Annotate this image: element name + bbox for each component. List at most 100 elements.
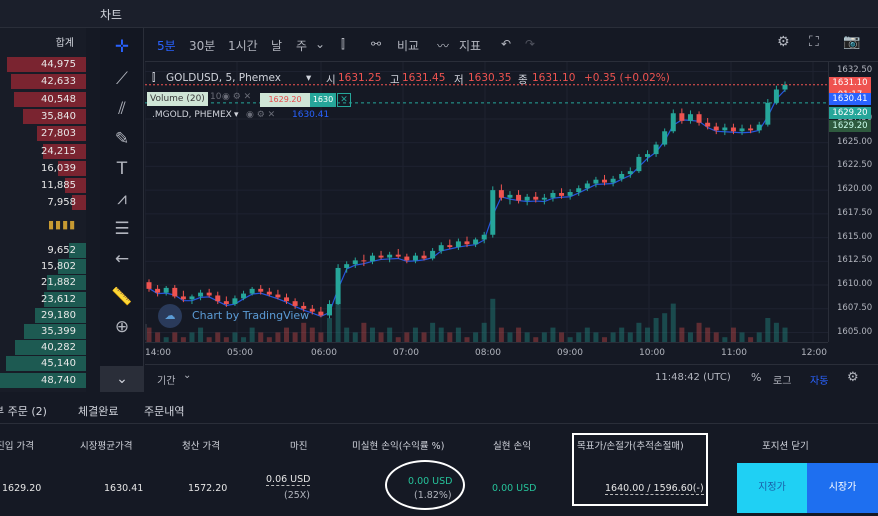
volume-bar	[447, 332, 453, 342]
interval-week[interactable]: 주	[296, 39, 308, 53]
ask-total: 7,958	[47, 197, 76, 209]
fib-tool-icon[interactable]: ⫽	[118, 99, 126, 119]
price-chart[interactable]	[145, 62, 828, 342]
orderbook-ask-row[interactable]: 35,840	[0, 108, 86, 125]
text-tool-icon[interactable]: T	[116, 159, 128, 179]
chevron-down-icon[interactable]: ⌄	[100, 366, 144, 392]
chevron-down-icon[interactable]: ⌄	[183, 370, 192, 381]
candle-type-icon[interactable]: ⫿	[341, 37, 345, 51]
crosshair-icon[interactable]: ✛	[114, 37, 130, 57]
orderbook-ask-row[interactable]: 11,885	[0, 177, 86, 194]
tab-order-history[interactable]: 주문내역	[144, 405, 185, 418]
volume-bar	[498, 327, 504, 342]
gear-icon[interactable]: ⚙	[777, 34, 790, 50]
interval-5m[interactable]: 5분	[157, 39, 176, 53]
ask-depth-bar	[71, 195, 86, 211]
compare-icon[interactable]: ⚯	[371, 37, 382, 51]
orderbook-ask-row[interactable]: 7,958	[0, 194, 86, 211]
trend-line-icon[interactable]: ⟋	[116, 69, 128, 89]
ask-total: 24,215	[41, 145, 76, 157]
orderbook-bid-row[interactable]: 35,399	[0, 323, 86, 340]
interval-30m[interactable]: 30분	[189, 39, 216, 53]
fullscreen-icon[interactable]: ⛶	[809, 34, 819, 50]
tab-filled[interactable]: 체결완료	[78, 405, 119, 418]
orderbook-bid-row[interactable]: 45,140	[0, 355, 86, 372]
gear-icon[interactable]: ⚙	[847, 370, 859, 385]
time-tick: 06:00	[311, 348, 337, 358]
orderbook-bid-row[interactable]: 40,282	[0, 339, 86, 356]
orderbook-ask-row[interactable]: 27,803	[0, 125, 86, 142]
orderbook-ask-row[interactable]: 24,215	[0, 143, 86, 160]
orderbook-bid-row[interactable]: 9,652	[0, 242, 86, 259]
interval-day[interactable]: 날	[271, 39, 283, 53]
indicators-icon[interactable]: 〰	[437, 39, 450, 53]
candle	[541, 197, 547, 200]
candle	[507, 194, 513, 198]
redo-icon[interactable]: ↷	[525, 37, 536, 51]
volume-bar	[524, 332, 530, 342]
utc-clock[interactable]: 11:48:42 (UTC)	[655, 372, 731, 383]
orderbook-ask-row[interactable]: 16,039	[0, 160, 86, 177]
zoom-in-icon[interactable]: ⊕	[114, 317, 130, 337]
panel-title: 차트	[100, 8, 123, 22]
candle	[198, 292, 204, 297]
interval-1h[interactable]: 1시간	[228, 39, 258, 53]
sell-order-label[interactable]: 1629.20	[260, 93, 310, 107]
compare-actions-icon[interactable]: ◉ ⚙ ✕	[246, 110, 276, 120]
undo-icon[interactable]: ↶	[501, 37, 512, 51]
log-toggle[interactable]: 로그	[773, 376, 792, 387]
chevron-down-icon[interactable]: ⌄	[315, 37, 326, 51]
legend-volume[interactable]: Volume (20)	[147, 92, 208, 106]
ask-depth-bar	[22, 108, 86, 124]
volume-bar	[438, 327, 444, 342]
ruler-icon[interactable]: 📏	[111, 287, 133, 307]
legend-actions-icon[interactable]: ◉ ⚙ ✕	[222, 92, 252, 102]
close-icon[interactable]: ✕	[337, 93, 351, 107]
tp-sl-value[interactable]: 1640.00 / 1596.60(-)	[605, 483, 704, 495]
orderbook-bid-row[interactable]: 29,180	[0, 307, 86, 324]
auto-toggle[interactable]: 자동	[810, 376, 829, 387]
candle	[773, 89, 779, 103]
prediction-tool-icon[interactable]: ☰	[114, 219, 130, 239]
compare-button[interactable]: 비교	[397, 39, 420, 53]
brush-icon[interactable]: ✎	[114, 129, 130, 149]
price-tick: 1617.50	[837, 207, 873, 218]
orderbook-ask-row[interactable]: 42,633	[0, 73, 86, 90]
orderbook-bid-row[interactable]: 21,882	[0, 274, 86, 291]
volume-bar	[507, 332, 513, 342]
volume-bar	[610, 332, 616, 342]
margin-value[interactable]: 0.06 USD	[266, 474, 311, 486]
candle	[687, 114, 693, 121]
time-scale[interactable]: 14:00 05:00 06:00 07:00 08:00 09:00 10:00 11:00…	[145, 342, 828, 364]
indicators-button[interactable]: 지표	[459, 39, 482, 53]
candle	[163, 287, 169, 293]
buy-order-label[interactable]: 1630	[310, 93, 336, 107]
volume-bar	[653, 318, 659, 342]
volume-bar	[155, 332, 161, 342]
orderbook-ask-row[interactable]: 40,548	[0, 91, 86, 108]
close-limit-button[interactable]: 지정가	[737, 463, 807, 513]
orderbook-bid-row[interactable]: 48,740	[0, 372, 86, 389]
price-tick: 1625.00	[837, 136, 873, 147]
legend-symbol[interactable]: GOLDUSD, 5, Phemex	[166, 72, 281, 84]
compare-dropdown-icon[interactable]: ▾	[234, 110, 239, 120]
price-tick: 1632.50	[837, 65, 873, 76]
compare-symbol[interactable]: .MGOLD, PHEMEX	[152, 110, 232, 120]
volume-bar	[189, 332, 195, 342]
close-market-button[interactable]: 시장가	[807, 463, 878, 513]
volume-bar	[576, 332, 582, 342]
pattern-tool-icon[interactable]: ⩘	[117, 189, 127, 209]
orderbook-bid-row[interactable]: 15,802	[0, 258, 86, 275]
volume-bar	[782, 327, 788, 342]
date-range-button[interactable]: 기간	[157, 376, 176, 387]
price-scale[interactable]: 1632.501627.501625.001622.501620.001617.…	[828, 62, 878, 342]
percent-toggle[interactable]: %	[751, 371, 762, 384]
volume-bar	[602, 337, 608, 342]
orderbook-ask-row[interactable]: 44,975	[0, 56, 86, 73]
back-arrow-icon[interactable]: ←	[114, 249, 130, 269]
legend-dropdown-icon[interactable]: ▾	[306, 72, 312, 84]
camera-icon[interactable]: 📷	[843, 34, 861, 50]
tab-open-orders[interactable]: 부 주문 (2)	[0, 405, 47, 418]
orderbook-bid-row[interactable]: 23,612	[0, 291, 86, 308]
bid-depth-bar	[6, 356, 86, 372]
